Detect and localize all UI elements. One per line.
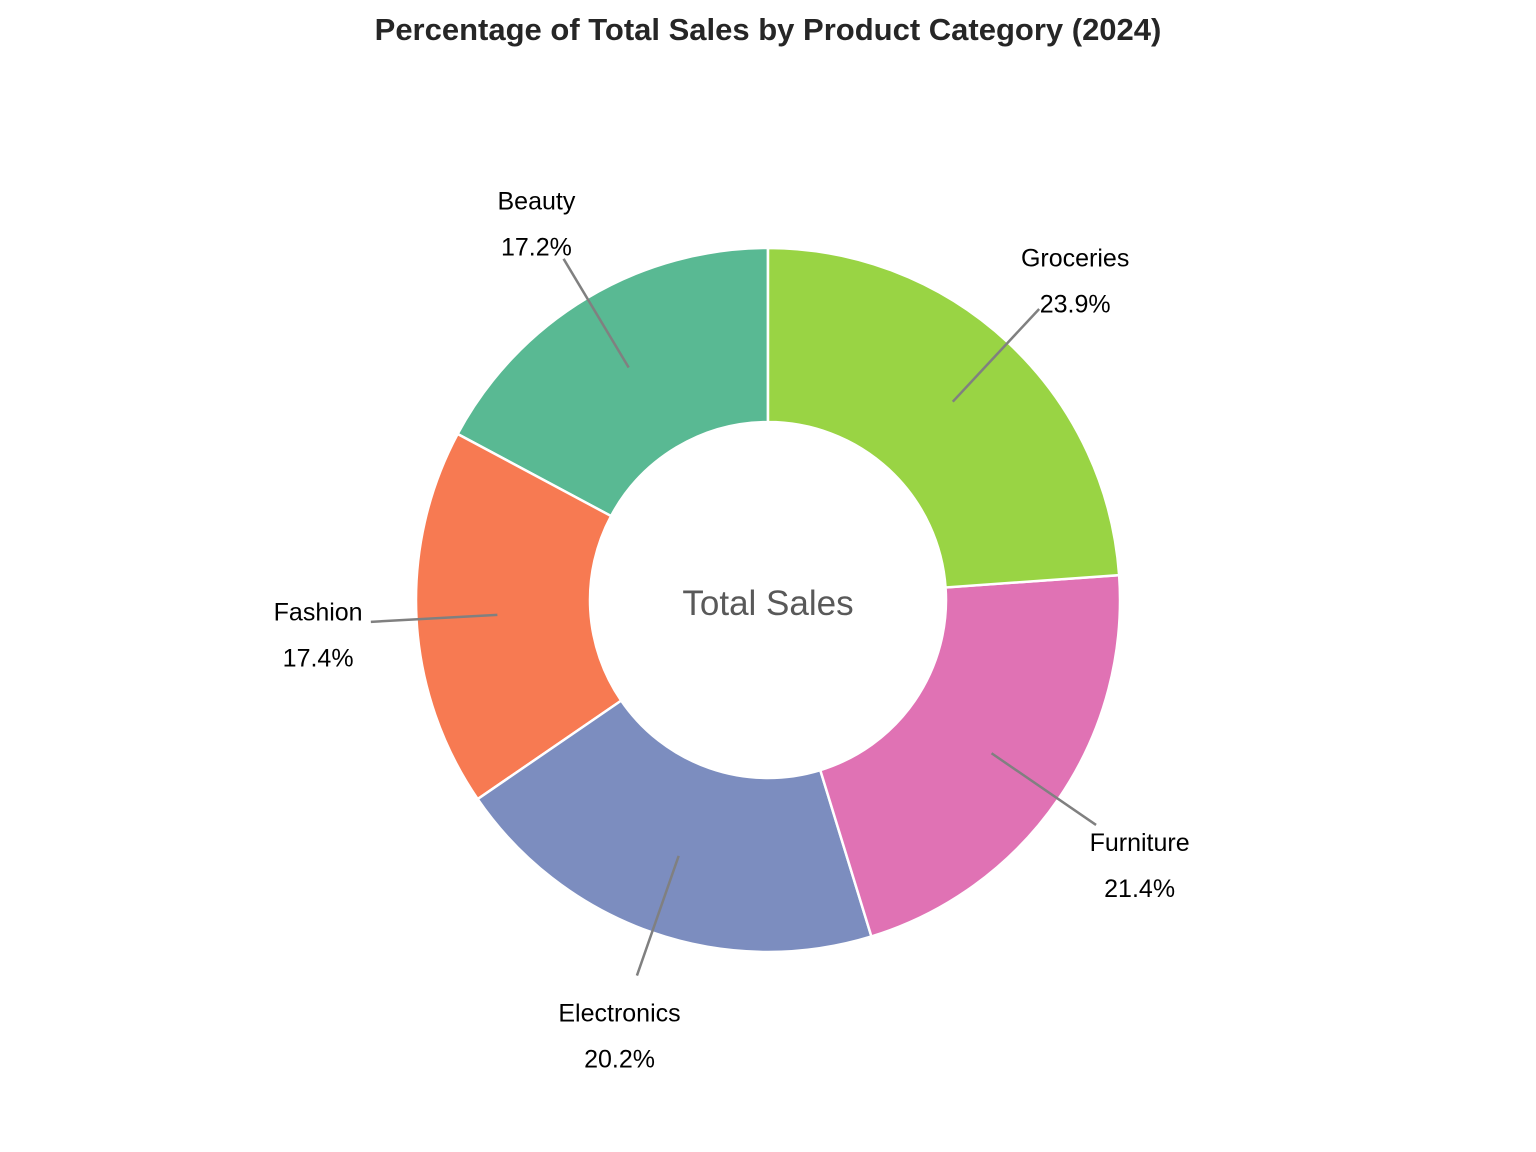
slice-label-furniture: Furniture [1090,829,1190,857]
slice-percent-furniture: 21.4% [1104,875,1175,903]
donut-slices [414,246,1122,954]
slice-labels: Beauty 17.2% Fashion 17.4% Electronics 20.2% F… [274,188,1190,1074]
leader-line-groceries [951,308,1041,403]
slice-groceries [766,246,1121,589]
center-label: Total Sales [682,584,853,623]
slice-percent-fashion: 17.4% [283,645,354,673]
leader-line-fashion [370,613,498,624]
slice-label-groceries: Groceries [1021,244,1129,272]
slice-percent-groceries: 23.9% [1040,290,1111,318]
leader-line-electronics [635,855,680,976]
slice-furniture [818,573,1122,939]
label-leaders [370,258,1097,976]
chart-title: Percentage of Total Sales by Product Cat… [374,12,1162,47]
leader-line-beauty [562,258,630,369]
slice-beauty [455,246,770,518]
slice-label-electronics: Electronics [558,999,680,1027]
slice-label-fashion: Fashion [274,599,363,627]
leader-line-furniture [990,752,1097,826]
slice-fashion [414,432,623,801]
slice-label-beauty: Beauty [498,188,576,216]
slice-percent-beauty: 17.2% [501,234,572,262]
slice-electronics [475,698,873,954]
slice-percent-electronics: 20.2% [584,1045,655,1073]
